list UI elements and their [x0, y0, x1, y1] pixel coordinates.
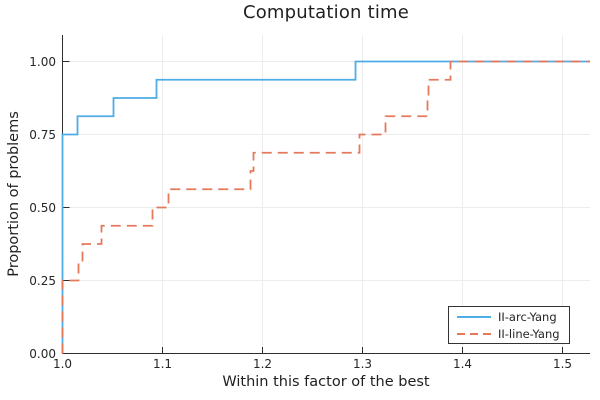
series-line-ii-arc-yang — [61, 60, 590, 354]
x-tick-label: 1.0 — [52, 357, 73, 371]
legend: II-arc-Yang II-line-Yang — [448, 306, 570, 344]
legend-label-ii-arc-yang: II-arc-Yang — [498, 309, 557, 324]
legend-label-ii-line-yang: II-line-Yang — [498, 326, 560, 341]
y-tick-label: 0.75 — [29, 127, 56, 142]
x-tick-label: 1.5 — [552, 357, 573, 371]
x-tick-label: 1.2 — [252, 357, 273, 371]
y-tick-label: 0.00 — [29, 346, 56, 361]
legend-entry-ii-line-yang: II-line-Yang — [449, 327, 569, 341]
y-axis-label: Proportion of problems — [6, 111, 22, 277]
legend-dashed-line-icon — [457, 332, 491, 335]
x-tick-label: 1.4 — [452, 357, 473, 371]
chart-title: Computation time — [242, 2, 410, 23]
y-tick-label: 0.25 — [29, 273, 56, 288]
x-tick-label: 1.3 — [352, 357, 373, 371]
x-axis-label: Within this factor of the best — [222, 374, 430, 390]
series-line-ii-line-yang — [61, 60, 590, 354]
legend-entry-ii-arc-yang: II-arc-Yang — [449, 310, 569, 324]
y-tick-label: 1.00 — [29, 54, 56, 69]
y-tick-label: 0.50 — [29, 200, 56, 215]
legend-solid-line-icon — [457, 315, 491, 318]
x-tick-label: 1.1 — [152, 357, 173, 371]
